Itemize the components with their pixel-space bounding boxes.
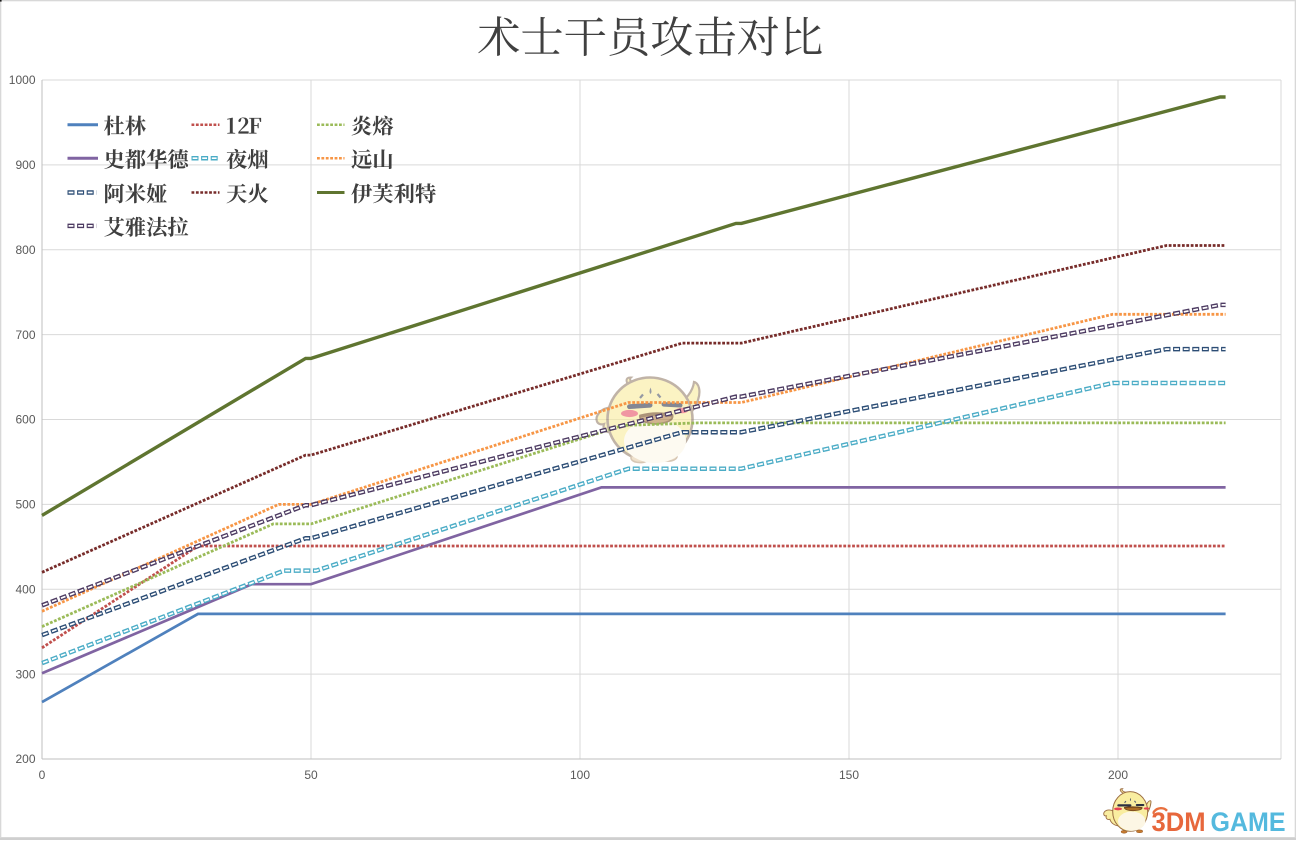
svg-text:3DM: 3DM	[1152, 807, 1206, 837]
svg-text:200: 200	[15, 752, 35, 766]
svg-text:800: 800	[15, 243, 35, 257]
svg-text:0: 0	[39, 768, 46, 782]
svg-text:300: 300	[15, 667, 35, 681]
svg-text:1000: 1000	[9, 73, 36, 87]
svg-text:900: 900	[15, 158, 35, 172]
svg-text:600: 600	[15, 413, 35, 427]
svg-text:GAME: GAME	[1211, 807, 1286, 837]
svg-text:700: 700	[15, 328, 35, 342]
svg-text:400: 400	[15, 583, 35, 597]
svg-text:200: 200	[1108, 768, 1128, 782]
svg-text:50: 50	[304, 768, 318, 782]
svg-text:500: 500	[15, 498, 35, 512]
svg-text:150: 150	[839, 768, 859, 782]
svg-text:100: 100	[570, 768, 590, 782]
